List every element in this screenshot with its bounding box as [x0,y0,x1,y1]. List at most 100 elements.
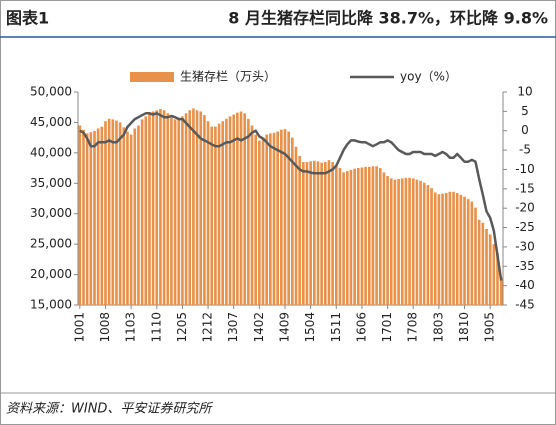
bar [499,277,503,305]
bar [338,168,342,305]
bar [360,167,364,305]
x-tick-label: 1905 [483,312,497,343]
bar [294,146,298,305]
bar [393,179,397,305]
bar [452,191,455,305]
bar [320,162,323,305]
bar [206,121,210,305]
bar [312,160,316,305]
y-tick-label: 45,000 [30,115,72,129]
bar [459,194,463,305]
bar [389,178,393,305]
bar [305,161,309,305]
bar [221,121,225,305]
bar [408,177,411,305]
chart-title: 8 月生猪存栏同比降 38.7%，环比降 9.8% [228,9,548,28]
y2-tick-label: 10 [517,85,532,99]
bar [247,118,250,305]
bar [455,193,459,305]
x-tick-label: 1307 [226,312,240,343]
bar [276,131,279,305]
bar [419,180,422,305]
bar [85,133,89,305]
bar [477,219,481,305]
bar [342,172,345,305]
bar [173,119,177,305]
x-tick-label: 1402 [252,312,266,343]
bar [334,165,338,305]
bar [400,178,404,305]
bar [129,134,133,305]
bar [265,134,269,305]
bar [448,191,452,305]
bar [309,161,312,305]
y2-tick-label: -35 [515,259,535,273]
y2-tick-label: 0 [521,123,529,137]
bar [433,192,437,305]
bar [199,111,203,305]
bar [203,115,206,305]
y-tick-label: 20,000 [30,267,72,281]
bar [463,196,466,305]
bar [397,179,400,305]
bar [422,182,426,305]
bar [437,194,441,305]
bar [159,109,162,305]
bar [181,116,184,305]
bar [104,121,107,305]
bar [148,113,151,305]
bar [287,131,290,305]
bar [122,127,126,305]
y-tick-label: 30,000 [30,206,72,220]
bar [415,179,419,305]
bar [404,177,408,305]
bar [386,175,389,305]
y2-tick-label: -15 [515,181,535,195]
bar [188,110,192,305]
legend-label: yoy（%） [400,70,457,84]
bar [100,126,104,305]
bar [239,111,243,305]
figure-label: 图表1 [6,9,49,28]
bar [236,112,239,305]
bar [111,119,115,305]
bar [170,117,173,305]
bar [269,133,272,305]
bar [481,222,485,305]
bar [96,128,100,305]
y2-tick-label: -40 [515,278,535,292]
x-tick-label: 1511 [329,312,343,343]
bar [444,193,448,305]
bar [492,244,496,305]
x-tick-label: 1504 [303,312,317,343]
bar [243,113,247,305]
bar [371,166,375,305]
x-tick-label: 1708 [406,312,420,343]
y2-tick-label: -30 [515,239,535,253]
bar [356,168,360,305]
bar [140,119,144,305]
bar [82,129,85,305]
bar [298,155,301,305]
bar [254,134,258,305]
bar [272,132,276,305]
y-tick-label: 25,000 [30,237,72,251]
bar [258,140,261,305]
y2-tick-label: -45 [515,298,535,312]
bar [474,207,477,305]
y2-tick-label: -20 [515,201,535,215]
x-tick-label: 1008 [98,312,112,343]
x-tick-label: 1810 [457,312,471,343]
bar [316,161,320,305]
line [79,112,503,281]
x-tick-label: 1110 [149,312,163,343]
y2-tick-label: 5 [521,104,529,118]
x-tick-label: 1409 [278,312,292,343]
y-tick-label: 35,000 [30,176,72,190]
bar [345,171,349,305]
bar [89,132,93,305]
bar [162,110,166,305]
bar [378,168,382,305]
y-tick-label: 50,000 [30,85,72,99]
